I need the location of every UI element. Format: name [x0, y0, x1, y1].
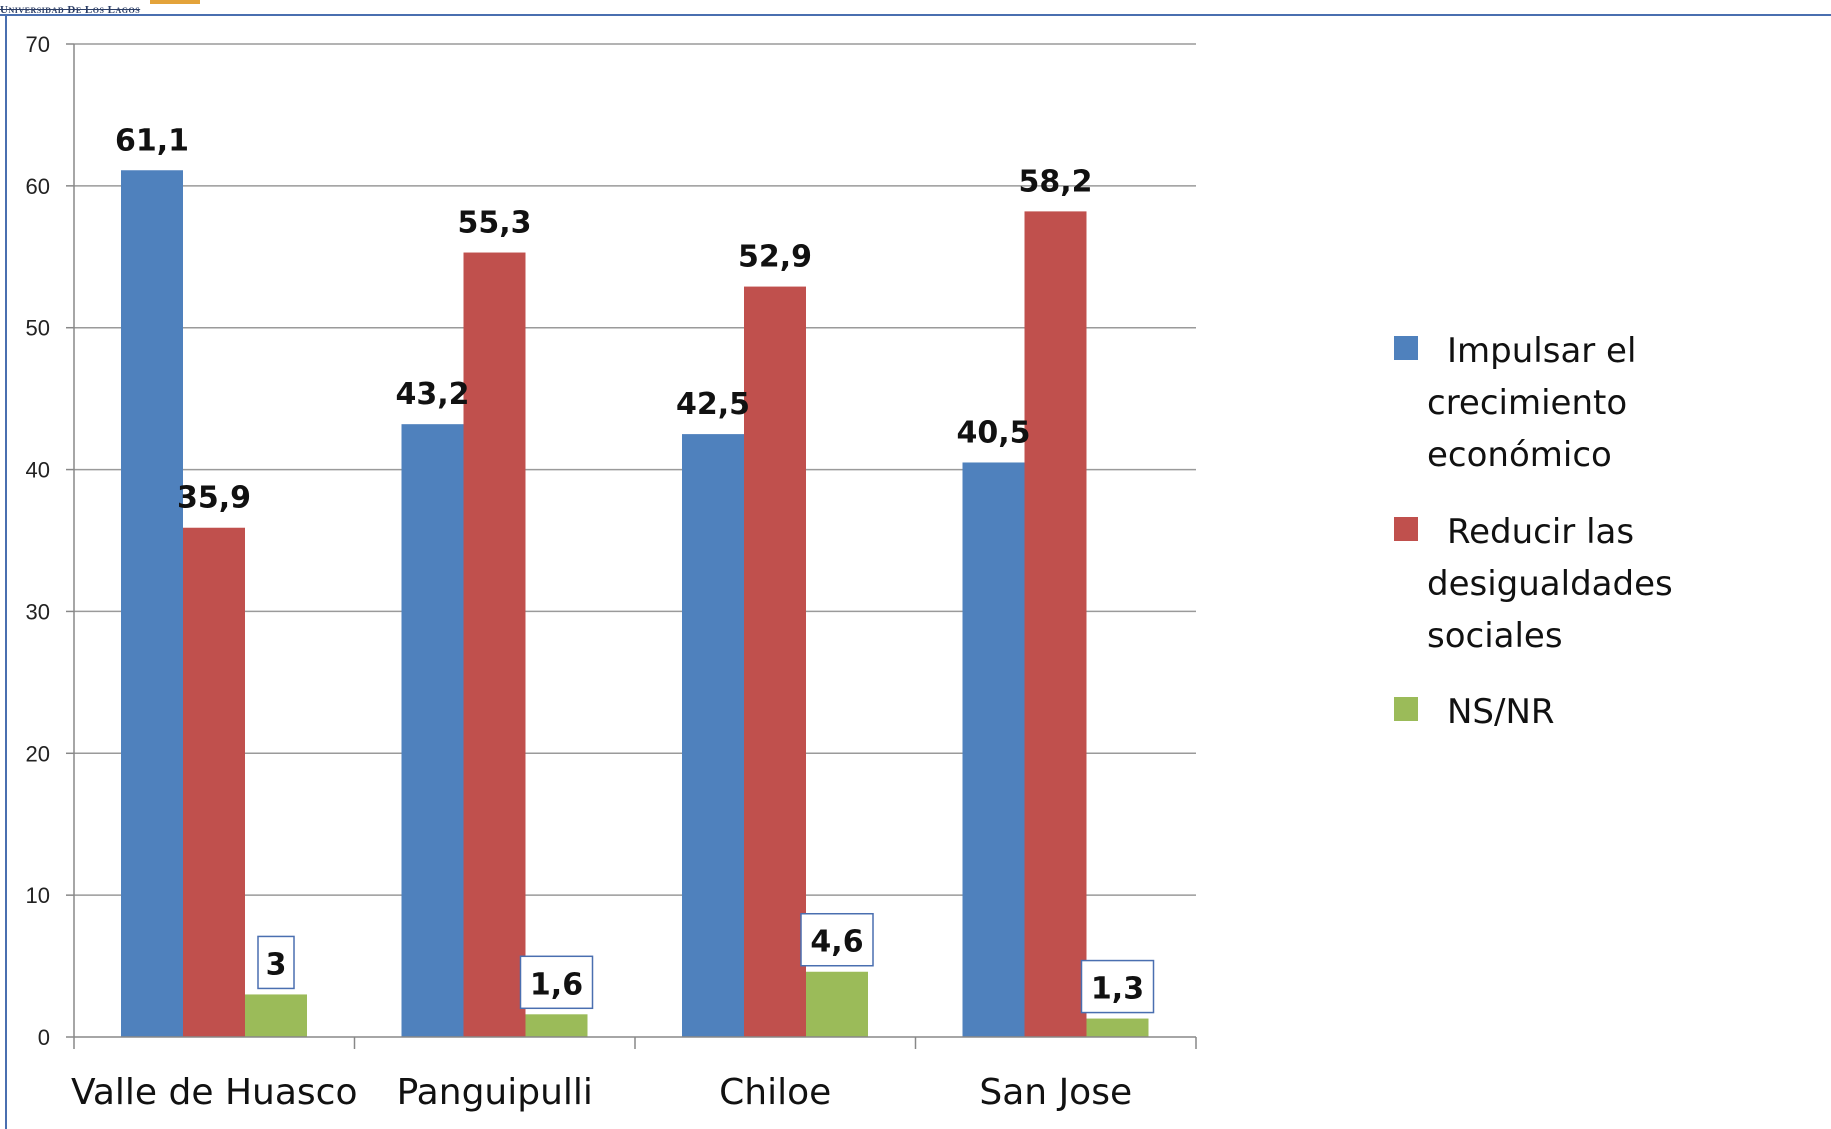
legend: Impulsar el crecimiento económico Reducir l… — [1394, 331, 1673, 732]
bar — [744, 287, 806, 1037]
bar — [402, 424, 464, 1037]
y-tick-label: 10 — [26, 883, 50, 908]
x-category-label: Panguipulli — [397, 1072, 593, 1113]
bar — [526, 1014, 588, 1037]
legend-swatch — [1394, 697, 1418, 721]
data-label: 52,9 — [738, 240, 812, 275]
legend-entry-text: Impulsar el — [1447, 331, 1636, 371]
bars — [121, 170, 1149, 1037]
bar — [963, 462, 1025, 1037]
bar — [1025, 211, 1087, 1037]
bar — [682, 434, 744, 1037]
y-tick-label: 30 — [26, 599, 50, 624]
data-label: 1,6 — [530, 967, 583, 1002]
data-label: 3 — [266, 947, 287, 982]
x-category-label: Chiloe — [719, 1072, 831, 1113]
x-category-label: San Jose — [979, 1072, 1132, 1113]
legend-entry-text: crecimiento — [1427, 383, 1627, 423]
y-tick-label: 50 — [26, 316, 50, 341]
x-category-labels: Valle de Huasco Panguipulli Chiloe San Jose — [71, 1072, 1132, 1113]
bar — [1087, 1019, 1149, 1037]
bar — [121, 170, 183, 1037]
legend-swatch — [1394, 517, 1418, 541]
data-label: 43,2 — [395, 377, 469, 412]
y-tick-label: 20 — [26, 741, 50, 766]
data-label: 58,2 — [1018, 164, 1092, 199]
legend-entry-text: sociales — [1427, 616, 1563, 656]
data-label: 1,3 — [1091, 972, 1144, 1007]
y-tick-label: 60 — [26, 174, 50, 199]
legend-entry-text: Reducir las — [1447, 512, 1634, 552]
legend-entry-text: económico — [1427, 435, 1612, 475]
data-label: 4,6 — [810, 925, 863, 960]
bar — [464, 253, 526, 1037]
y-tick-label: 40 — [26, 458, 50, 483]
bar — [245, 994, 307, 1037]
data-label: 61,1 — [115, 123, 189, 158]
y-tick-label: 0 — [38, 1025, 50, 1050]
legend-entry-text: NS/NR — [1447, 692, 1555, 732]
legend-swatch — [1394, 336, 1418, 360]
bar — [183, 528, 245, 1037]
data-label: 40,5 — [956, 415, 1030, 450]
data-label: 42,5 — [676, 387, 750, 422]
x-category-label: Valle de Huasco — [71, 1072, 357, 1113]
legend-entry-text: desigualdades — [1427, 564, 1673, 604]
bar — [806, 972, 868, 1037]
y-tick-label: 70 — [26, 32, 50, 57]
data-label: 35,9 — [177, 481, 251, 516]
y-tick-labels: 0 10 20 30 40 50 60 70 — [26, 32, 50, 1050]
data-label: 55,3 — [457, 206, 531, 241]
